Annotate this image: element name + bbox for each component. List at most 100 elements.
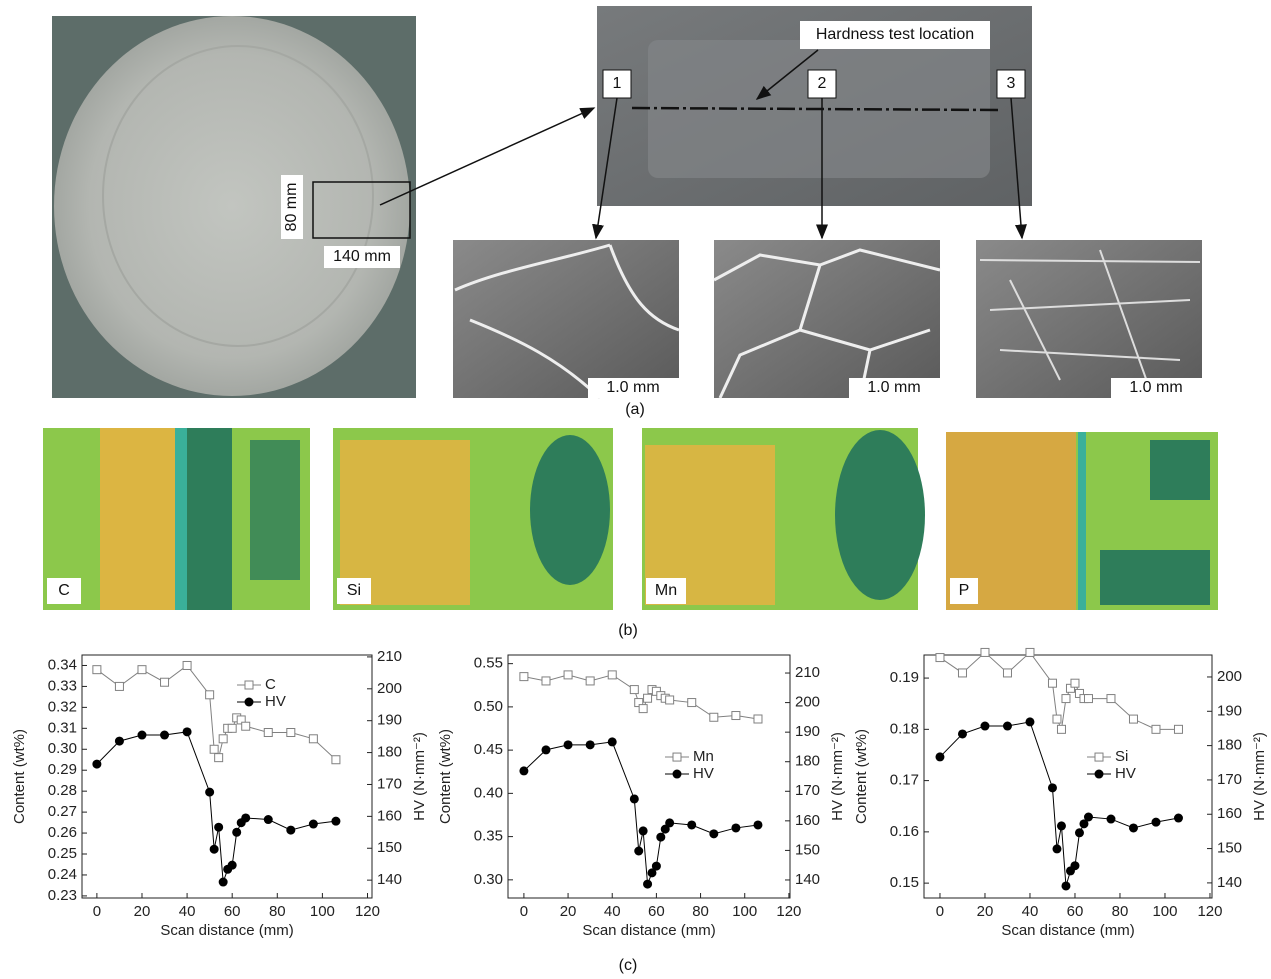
y-tick-label: 0.26 <box>48 824 77 841</box>
marker <box>980 647 990 657</box>
y-tick-label: 0.55 <box>474 655 503 672</box>
marker <box>1106 694 1116 704</box>
marker <box>1047 783 1057 793</box>
x-tick-label: 120 <box>355 903 380 920</box>
plot-frame <box>923 654 1213 899</box>
panel-caption: (a) <box>625 401 645 418</box>
marker <box>214 822 224 832</box>
marker <box>651 861 661 871</box>
x-tick-label: 40 <box>1022 903 1039 920</box>
marker <box>92 759 102 769</box>
marker <box>980 721 990 731</box>
x-tick-label: 80 <box>269 903 286 920</box>
y-axis-label: Content (wt%) <box>437 729 454 824</box>
marker <box>1025 647 1035 657</box>
map-label: Si <box>347 582 361 599</box>
x-tick-label: 40 <box>179 903 196 920</box>
marker <box>232 827 242 837</box>
legend-label: HV <box>1115 765 1136 782</box>
x-axis-label: Scan distance (mm) <box>160 922 293 939</box>
marker <box>137 730 147 740</box>
x-tick-label: 20 <box>134 903 151 920</box>
marker <box>286 825 296 835</box>
marker <box>1128 714 1138 724</box>
marker <box>665 695 675 705</box>
marker <box>753 820 763 830</box>
marker <box>114 736 124 746</box>
series-line <box>523 741 759 885</box>
y-tick-label: 0.27 <box>48 803 77 820</box>
y-axis-label: Content (wt%) <box>853 729 870 824</box>
marker <box>182 660 192 670</box>
x-tick-label: 60 <box>1067 903 1084 920</box>
plot-frame <box>81 654 373 899</box>
x-axis-label: Scan distance (mm) <box>582 922 715 939</box>
x-tick-label: 100 <box>732 903 757 920</box>
y-tick-label: 0.18 <box>890 720 919 737</box>
marker <box>709 712 719 722</box>
map-label: C <box>58 582 70 599</box>
marker <box>629 794 639 804</box>
y-tick-label: 0.33 <box>48 677 77 694</box>
y-tick-label: 0.28 <box>48 782 77 799</box>
marker <box>1052 714 1062 724</box>
marker <box>1074 828 1084 838</box>
y2-tick-label: 190 <box>377 712 402 729</box>
y-tick-label: 0.15 <box>890 874 919 891</box>
x-tick-label: 0 <box>520 903 528 920</box>
y2-tick-label: 140 <box>795 871 820 888</box>
y-tick-label: 0.40 <box>474 784 503 801</box>
y-tick-label: 0.30 <box>48 740 77 757</box>
marker <box>182 727 192 737</box>
x-tick-label: 80 <box>692 903 709 920</box>
marker <box>656 832 666 842</box>
marker <box>308 819 318 829</box>
width-label: 140 mm <box>333 248 391 265</box>
y2-tick-label: 200 <box>1217 668 1242 685</box>
marker <box>114 681 124 691</box>
marker <box>1047 678 1057 688</box>
x-tick-label: 100 <box>1152 903 1177 920</box>
micrograph: 1.0 mm <box>976 240 1202 398</box>
x-tick-label: 60 <box>224 903 241 920</box>
panel-caption: (b) <box>618 622 638 639</box>
element-map: Si <box>333 428 613 610</box>
marker <box>638 826 648 836</box>
scale-bar: 1.0 mm <box>606 379 659 396</box>
marker <box>519 672 529 682</box>
marker <box>709 829 719 839</box>
marker <box>1002 668 1012 678</box>
legend-label: C <box>265 676 276 693</box>
marker <box>935 653 945 663</box>
marker <box>241 721 251 731</box>
plot-frame <box>507 654 791 899</box>
marker <box>160 677 170 687</box>
marker <box>638 704 648 714</box>
y2-tick-label: 200 <box>377 680 402 697</box>
marker <box>218 734 228 744</box>
marker <box>308 734 318 744</box>
x-tick-label: 20 <box>560 903 577 920</box>
marker <box>1061 694 1071 704</box>
marker <box>1056 724 1066 734</box>
y2-tick-label: 150 <box>795 841 820 858</box>
y2-tick-label: 170 <box>377 775 402 792</box>
y2-tick-label: 150 <box>377 839 402 856</box>
x-tick-label: 0 <box>93 903 101 920</box>
marker-label: 1 <box>613 75 622 92</box>
series-line <box>939 721 1179 887</box>
marker <box>331 755 341 765</box>
legend-label: HV <box>693 765 714 782</box>
y2-tick-label: 180 <box>377 744 402 761</box>
marker <box>1173 724 1183 734</box>
map-label: P <box>959 582 970 599</box>
marker <box>935 752 945 762</box>
y-tick-label: 0.35 <box>474 828 503 845</box>
y2-tick-label: 210 <box>377 648 402 665</box>
marker <box>660 824 670 834</box>
marker <box>1061 881 1071 891</box>
marker <box>205 690 215 700</box>
marker <box>957 729 967 739</box>
marker <box>629 685 639 695</box>
